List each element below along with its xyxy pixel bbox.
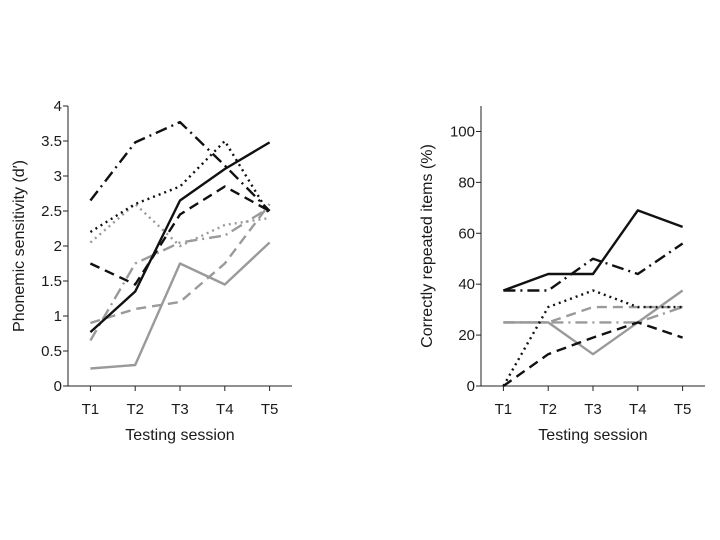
x-tick-label: T1 bbox=[495, 401, 513, 418]
series-line-7 bbox=[89, 206, 271, 342]
y-tick-label: 100 bbox=[450, 123, 475, 140]
series-line-6 bbox=[89, 202, 270, 248]
y-tick-label: 3.5 bbox=[41, 133, 62, 150]
series-line-4 bbox=[90, 241, 271, 370]
x-tick-label: T4 bbox=[629, 401, 647, 418]
series-line-2 bbox=[502, 289, 683, 387]
series-line-2 bbox=[89, 139, 271, 234]
series-line-5 bbox=[90, 203, 271, 325]
y-tick-label: 80 bbox=[458, 174, 475, 191]
y-tick-label: 3 bbox=[54, 168, 62, 185]
x-tick-label: T3 bbox=[171, 401, 189, 418]
y-tick-label: 1.5 bbox=[41, 273, 62, 290]
x-tick-label: T5 bbox=[261, 401, 279, 418]
y-axis-title: Phonemic sensitivity (d′) bbox=[11, 160, 28, 332]
y-tick-label: 4 bbox=[54, 98, 62, 115]
x-tick-label: T1 bbox=[82, 401, 100, 418]
x-tick-label: T4 bbox=[216, 401, 234, 418]
series-line-3 bbox=[89, 120, 271, 212]
series-line-6 bbox=[503, 305, 683, 324]
x-tick-label: T2 bbox=[539, 401, 557, 418]
series-line-1 bbox=[502, 321, 683, 387]
x-axis-title: Testing session bbox=[125, 427, 234, 444]
y-tick-label: 0 bbox=[467, 378, 475, 395]
y-tick-label: 60 bbox=[458, 225, 475, 242]
chart-right-correctly-repeated-items: 0 20 40 60 80 100 T1 T2 T3 T4 T5 Testing session Cor… bbox=[419, 106, 705, 444]
y-tick-label: 20 bbox=[458, 327, 475, 344]
series-line-5 bbox=[503, 305, 683, 324]
x-tick-label: T2 bbox=[126, 401, 144, 418]
y-tick-label: 40 bbox=[458, 276, 475, 293]
series-line-1 bbox=[89, 185, 271, 286]
chart-left-phonemic-sensitivity: 0 0.5 1 1.5 2 2.5 3 3.5 4 T1 T2 T3 T4 T5 Testing sessi… bbox=[11, 98, 292, 444]
y-tick-label: 2.5 bbox=[41, 203, 62, 220]
y-tick-label: 0.5 bbox=[41, 343, 62, 360]
y-tick-label: 1 bbox=[54, 308, 62, 325]
x-axis-title: Testing session bbox=[538, 427, 647, 444]
series-line-0 bbox=[89, 141, 271, 333]
x-tick-label: T5 bbox=[674, 401, 692, 418]
series-line-3 bbox=[503, 242, 684, 292]
series-line-0 bbox=[502, 209, 684, 292]
x-tick-label: T3 bbox=[584, 401, 602, 418]
y-axis-title: Correctly repeated items (%) bbox=[419, 144, 436, 348]
y-tick-label: 0 bbox=[54, 378, 62, 395]
y-tick-label: 2 bbox=[54, 238, 62, 255]
